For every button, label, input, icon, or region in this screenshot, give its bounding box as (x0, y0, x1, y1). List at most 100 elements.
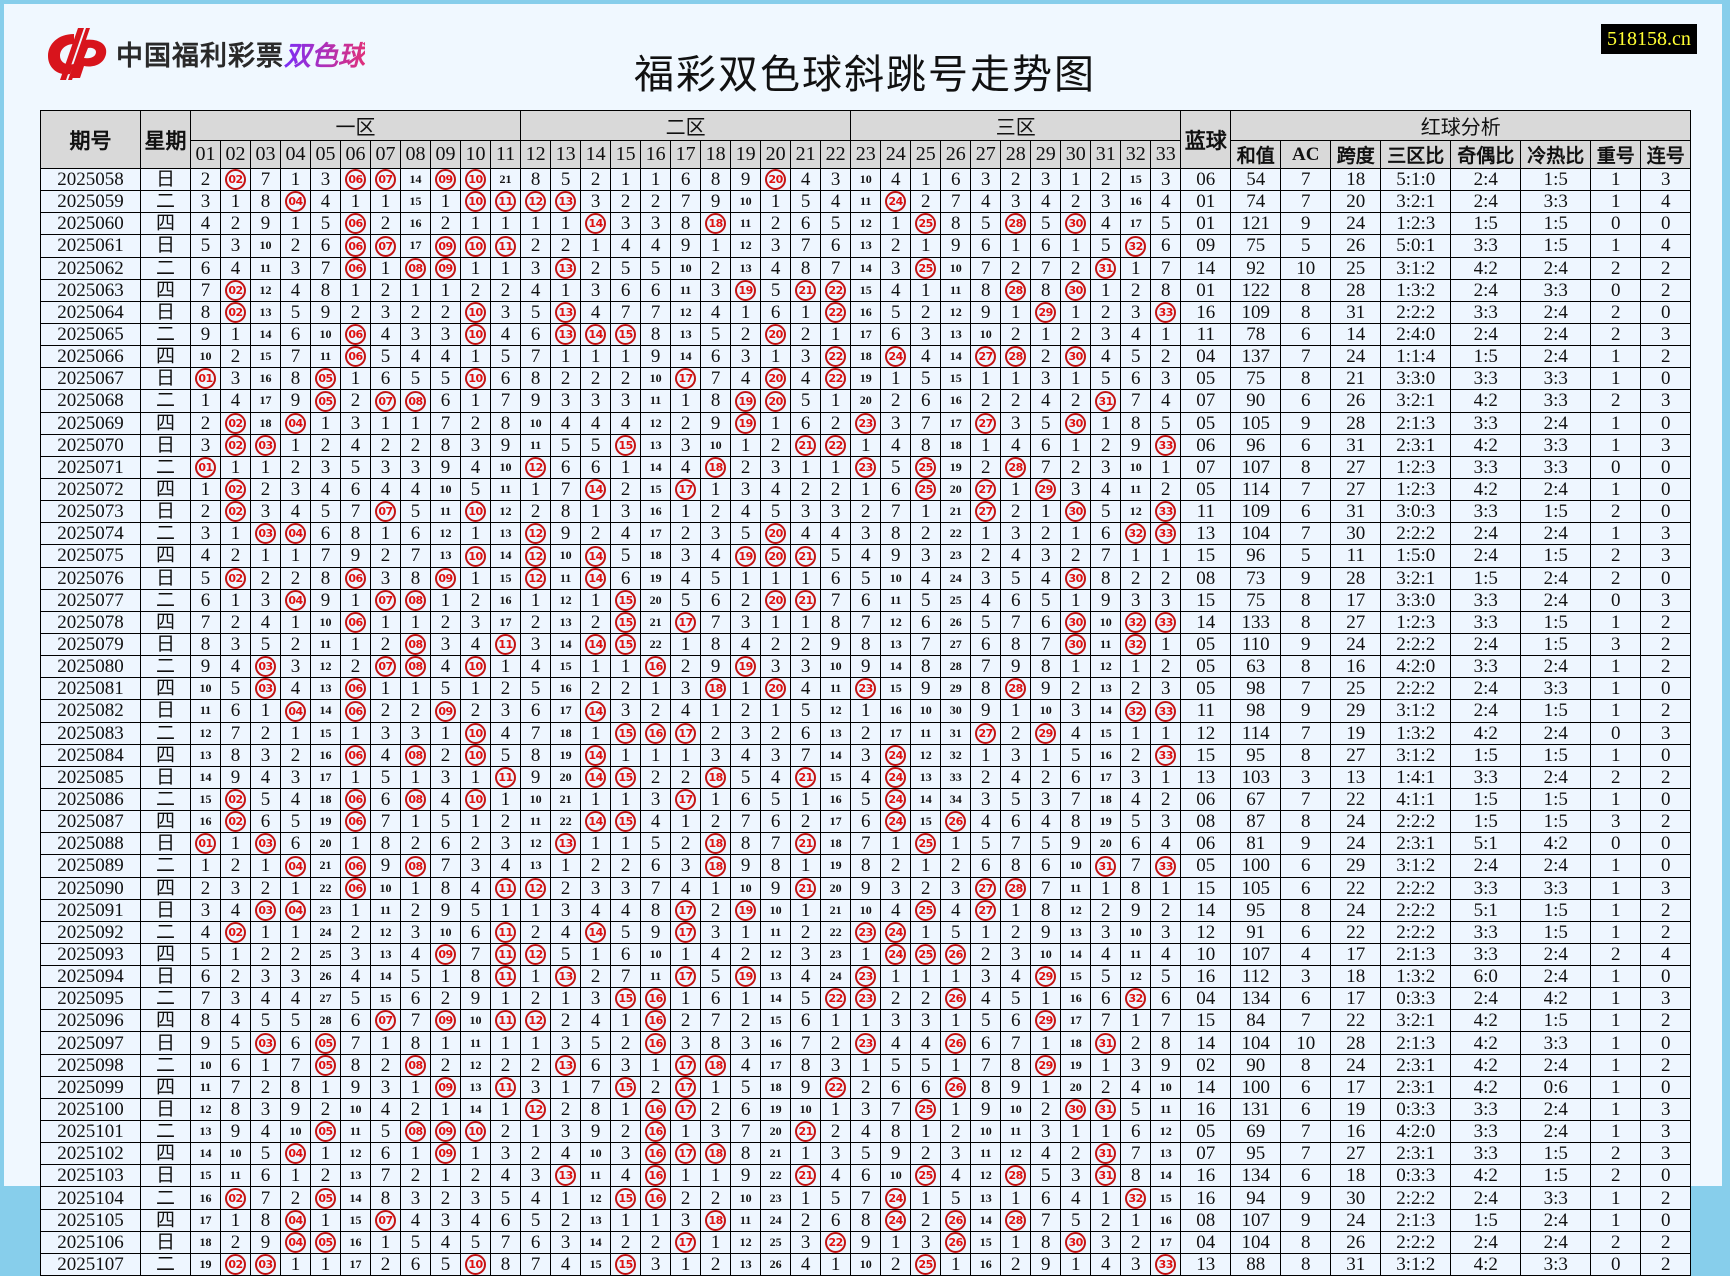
omission-cell: 8 (1030, 898, 1062, 922)
hit-cell: 31 (1090, 1164, 1122, 1188)
omission-cell: 3 (1090, 1230, 1122, 1254)
omission-cell: 2 (670, 655, 702, 679)
omission-cell: 2 (489, 810, 522, 834)
drawn-number-circle: 30 (1065, 213, 1087, 234)
consecutive-count-cell: 0 (1640, 367, 1692, 391)
drawn-number-circle: 21 (795, 435, 817, 456)
omission-cell: 19 (310, 810, 341, 834)
omission-cell: 20 (550, 765, 582, 789)
weekday-cell: 日 (140, 1230, 191, 1254)
drawn-number-circle: 15 (615, 590, 637, 611)
omission-cell: 17 (820, 810, 852, 834)
omission-cell: 4 (489, 721, 522, 745)
omission-cell: 2 (1120, 743, 1152, 767)
hit-cell: 09 (430, 256, 461, 280)
weekday-cell: 日 (140, 632, 191, 657)
span-cell: 28 (1330, 278, 1382, 302)
omission-cell: 3 (550, 1230, 582, 1254)
drawn-number-circle: 19 (735, 390, 757, 412)
odd-even-ratio-cell: 2:4 (1450, 1230, 1522, 1254)
hit-cell: 21 (790, 876, 822, 900)
hit-cell: 02 (220, 500, 251, 524)
omission-cell: 2 (880, 1252, 912, 1276)
omission-cell: 21 (489, 167, 522, 192)
span-cell: 25 (1330, 677, 1382, 701)
table-row: 2025069 四 2 02 18 04 1 3 1 1 7 2 8 10 4 4 4 12 2 9 19 1 6 2 23 3 7… (40, 411, 1692, 435)
cold-hot-ratio-cell: 1:5 (1520, 544, 1592, 568)
omission-cell: 1 (880, 212, 912, 236)
omission-cell: 8 (730, 1142, 762, 1166)
hit-cell: 11 (489, 920, 522, 944)
omission-cell: 1 (370, 411, 401, 435)
drawn-number-circle: 29 (1035, 1055, 1057, 1076)
omission-cell: 1 (400, 765, 431, 789)
omission-cell: 3 (250, 965, 281, 989)
sum-cell: 114 (1230, 721, 1282, 745)
consecutive-count-cell: 2 (1640, 765, 1692, 789)
omission-cell: 1 (1090, 1186, 1122, 1210)
zone-ratio-cell: 2:2:2 (1380, 300, 1452, 324)
omission-cell: 1 (550, 212, 582, 236)
omission-cell: 1 (250, 854, 281, 878)
omission-cell: 6 (730, 1097, 762, 1122)
omission-cell: 2 (220, 212, 251, 236)
omission-cell: 2 (580, 167, 612, 192)
omission-cell: 2 (460, 588, 491, 612)
omission-cell: 11 (940, 278, 972, 302)
hit-cell: 21 (790, 278, 822, 302)
hit-cell: 23 (850, 965, 882, 989)
omission-cell: 5 (250, 632, 281, 657)
omission-cell: 2 (460, 699, 491, 723)
omission-cell: 6 (220, 1053, 251, 1077)
omission-cell: 13 (1090, 677, 1122, 701)
zone-ratio-cell: 1:3:2 (1380, 965, 1452, 989)
drawn-number-circle: 15 (615, 988, 637, 1009)
span-cell: 24 (1330, 810, 1382, 834)
weekday-cell: 二 (140, 1186, 191, 1210)
omission-cell: 9 (190, 1031, 221, 1055)
omission-cell: 6 (1000, 588, 1032, 612)
table-row: 2025077 二 6 1 3 04 9 1 07 08 1 2 16 1 12 1 15 20 5 6 2 20 21 7 6… (40, 588, 1692, 612)
zone-ratio-cell: 3:1:2 (1380, 743, 1452, 767)
omission-cell: 5 (400, 1230, 431, 1254)
header-weekday: 星期 (140, 110, 191, 169)
drawn-number-circle: 06 (345, 855, 366, 876)
consecutive-count-cell: 3 (1640, 1097, 1692, 1122)
span-cell: 31 (1330, 1252, 1382, 1276)
omission-cell: 26 (760, 1252, 792, 1276)
omission-cell: 1 (790, 854, 822, 878)
hit-cell: 11 (489, 942, 522, 967)
omission-cell: 3 (520, 1075, 552, 1099)
span-cell: 20 (1330, 190, 1382, 214)
omission-cell: 1 (520, 965, 552, 989)
omission-cell: 5 (640, 256, 672, 280)
omission-cell: 3 (670, 677, 702, 701)
drawn-number-circle: 20 (765, 368, 787, 389)
omission-cell: 2 (520, 1053, 552, 1077)
blue-ball-cell: 05 (1180, 854, 1232, 878)
omission-cell: 3 (850, 743, 882, 767)
omission-cell: 3 (880, 876, 912, 900)
omission-cell: 15 (580, 1252, 612, 1276)
omission-cell: 12 (460, 1053, 491, 1077)
omission-cell: 31 (940, 721, 972, 745)
header-number-06: 06 (340, 140, 371, 169)
repeat-count-cell: 2 (1590, 765, 1642, 789)
table-row: 2025105 四 17 1 8 04 1 15 07 4 3 4 6 5 2 13 1 1 3 18 11 24 2 6 8 2… (40, 1208, 1692, 1232)
table-row: 2025091 日 3 4 03 04 23 1 11 2 9 5 1 1 3 4 4 8 17 2 19 10 1 21 10… (40, 898, 1692, 922)
omission-cell: 5 (730, 1075, 762, 1099)
drawn-number-circle: 22 (825, 280, 847, 301)
omission-cell: 4 (700, 942, 732, 967)
hit-cell: 16 (640, 1142, 672, 1166)
hit-cell: 25 (910, 256, 942, 280)
omission-cell: 1 (400, 1075, 431, 1099)
drawn-number-circle: 09 (435, 1121, 456, 1142)
omission-cell: 3 (340, 411, 371, 435)
zone-ratio-cell: 3:1:2 (1380, 256, 1452, 280)
consecutive-count-cell: 0 (1640, 500, 1692, 524)
omission-cell: 5 (550, 433, 582, 457)
hit-cell: 26 (940, 1230, 972, 1254)
drawn-number-circle: 17 (675, 789, 697, 810)
omission-cell: 2 (970, 389, 1002, 413)
omission-cell: 12 (670, 300, 702, 324)
